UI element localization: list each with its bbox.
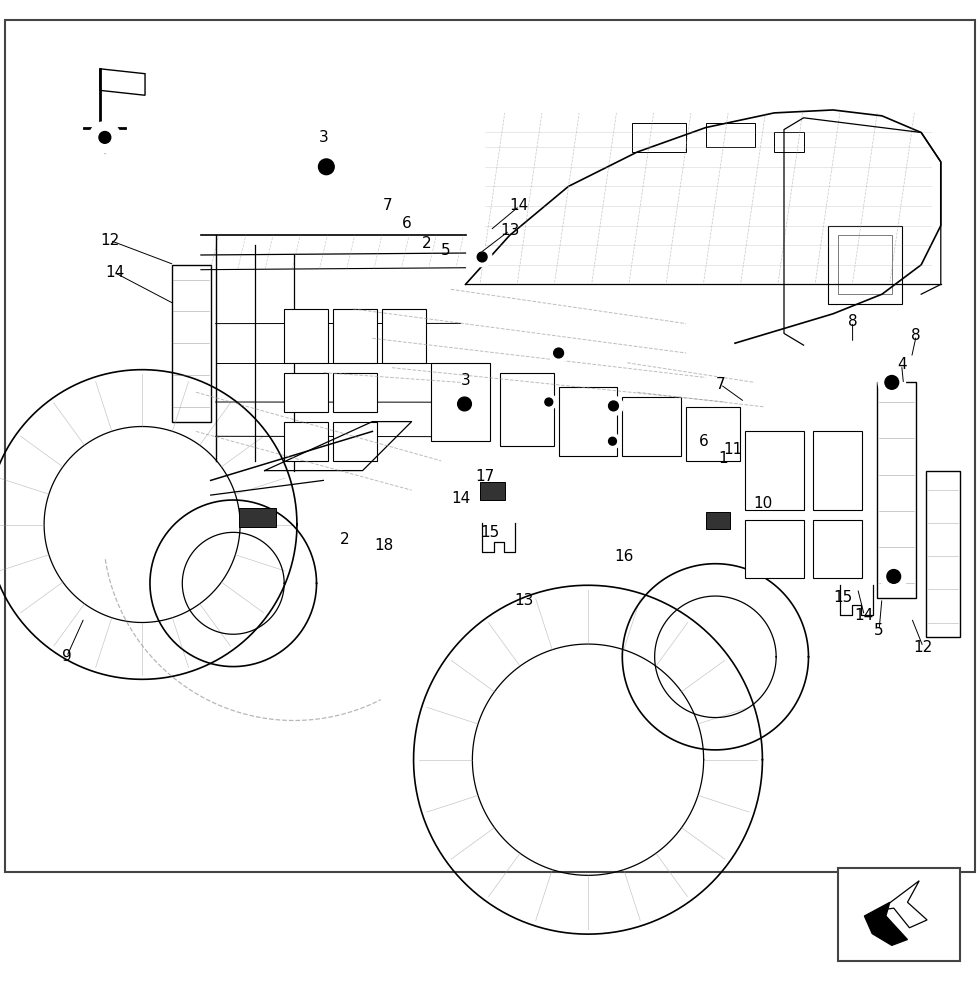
Polygon shape — [880, 881, 927, 928]
Bar — [431, 363, 490, 441]
Text: 13: 13 — [500, 223, 519, 238]
Text: 3: 3 — [461, 373, 470, 388]
Text: 10: 10 — [753, 496, 772, 511]
Circle shape — [549, 343, 568, 363]
Text: 7: 7 — [382, 198, 392, 213]
Text: 17: 17 — [475, 469, 495, 484]
Bar — [745, 431, 804, 510]
Bar — [333, 373, 377, 412]
Text: 18: 18 — [374, 538, 394, 553]
Bar — [838, 235, 892, 294]
Bar — [500, 373, 554, 446]
Bar — [239, 508, 276, 527]
Text: 14: 14 — [105, 265, 124, 280]
Bar — [877, 382, 916, 598]
Bar — [706, 512, 730, 529]
Circle shape — [605, 433, 620, 449]
Circle shape — [878, 369, 906, 396]
Circle shape — [604, 396, 623, 416]
Bar — [745, 520, 804, 578]
Text: 16: 16 — [614, 549, 634, 564]
Bar — [632, 123, 686, 152]
Text: 3: 3 — [318, 130, 328, 145]
Bar — [828, 226, 902, 304]
Bar — [706, 123, 755, 147]
Text: 11: 11 — [723, 442, 743, 457]
Text: 6: 6 — [699, 434, 709, 449]
Bar — [5, 20, 975, 872]
Text: 2: 2 — [421, 236, 431, 251]
Text: 12: 12 — [100, 233, 120, 248]
Circle shape — [609, 437, 616, 445]
Bar — [333, 422, 377, 461]
Text: 15: 15 — [480, 525, 500, 540]
Text: 12: 12 — [913, 640, 933, 655]
Circle shape — [89, 122, 121, 153]
Bar — [284, 309, 328, 363]
Text: 4: 4 — [897, 357, 906, 372]
Circle shape — [887, 570, 901, 583]
Text: 2: 2 — [340, 532, 350, 547]
Circle shape — [609, 401, 618, 411]
Circle shape — [311, 151, 342, 182]
Polygon shape — [864, 902, 907, 945]
Text: 1: 1 — [718, 451, 728, 466]
Circle shape — [880, 563, 907, 590]
Text: 14: 14 — [855, 608, 874, 623]
Circle shape — [472, 247, 492, 267]
Bar — [813, 431, 862, 510]
Circle shape — [885, 376, 899, 389]
Bar — [813, 520, 862, 578]
Bar — [480, 482, 505, 500]
Bar — [622, 397, 681, 456]
Circle shape — [541, 394, 557, 410]
Bar — [774, 132, 804, 152]
Polygon shape — [100, 69, 145, 95]
Text: 15: 15 — [833, 590, 853, 605]
Text: 8: 8 — [848, 314, 858, 329]
Text: 7: 7 — [715, 377, 725, 392]
Circle shape — [554, 348, 563, 358]
Text: 14: 14 — [510, 198, 529, 213]
Bar — [284, 373, 328, 412]
Text: 8: 8 — [911, 328, 921, 343]
Circle shape — [477, 252, 487, 262]
Bar — [333, 309, 377, 363]
Bar — [686, 407, 740, 461]
Text: 13: 13 — [514, 593, 534, 608]
Circle shape — [99, 132, 111, 143]
Text: 9: 9 — [62, 649, 72, 664]
Text: 14: 14 — [451, 491, 470, 506]
Circle shape — [545, 398, 553, 406]
Bar — [838, 868, 960, 961]
Text: 5: 5 — [441, 243, 451, 258]
Text: 6: 6 — [402, 216, 412, 231]
Circle shape — [458, 397, 471, 411]
Circle shape — [318, 159, 334, 175]
Text: 5: 5 — [874, 623, 884, 638]
Bar — [172, 265, 211, 422]
Bar — [382, 309, 426, 363]
Bar — [284, 422, 328, 461]
Circle shape — [451, 390, 478, 418]
Bar — [926, 471, 960, 637]
Bar — [559, 387, 617, 456]
